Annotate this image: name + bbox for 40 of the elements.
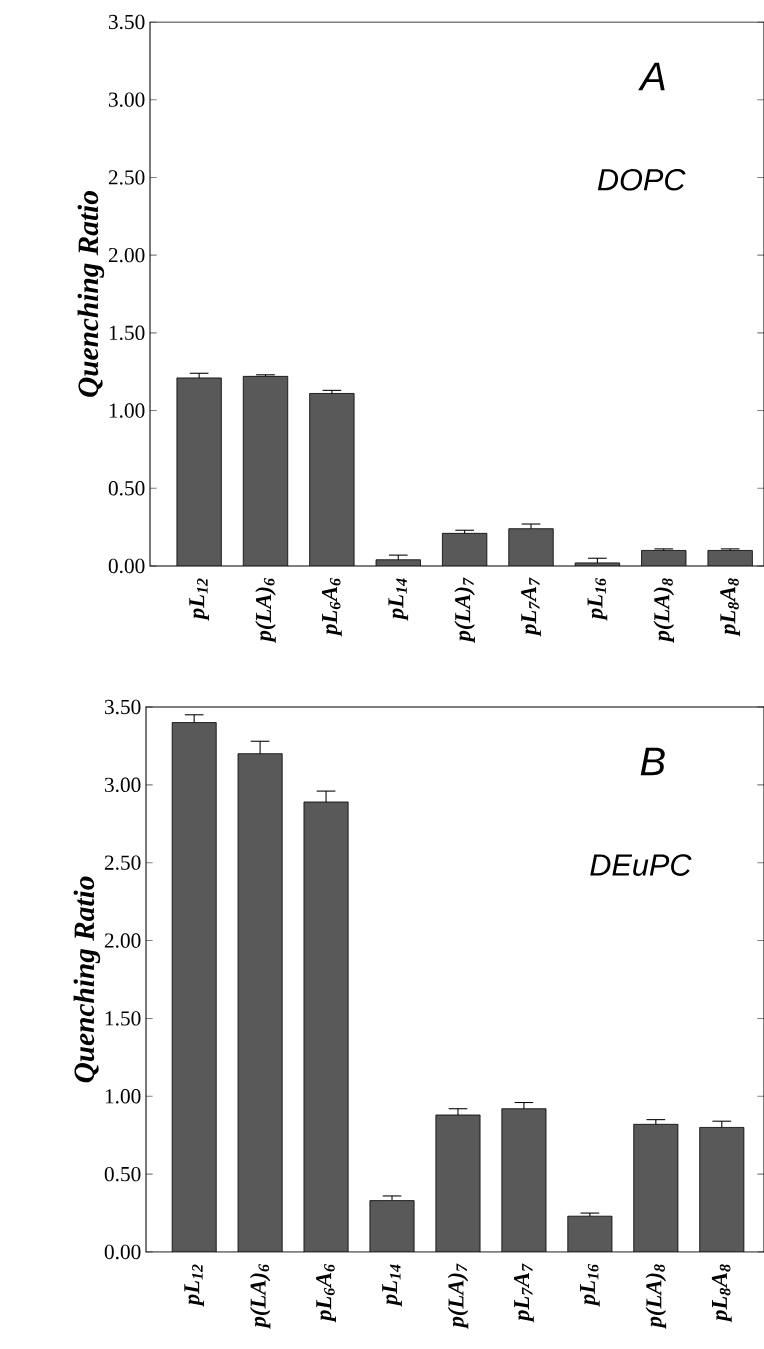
x-tick-label: pL$_{7}$A$_{7}$ xyxy=(521,577,541,637)
x-tick-label: pL$_{8}$A$_{8}$ xyxy=(720,578,741,637)
x-tick-label: p(LA)$_{7}$ xyxy=(454,577,475,643)
y-tick-label: 3.00 xyxy=(108,92,145,107)
y-tick-label: 1.50 xyxy=(109,325,145,341)
x-tick-label: p(LA)$_{8}$ xyxy=(653,578,675,643)
x-tick-label: p(LA)$_{8}$ xyxy=(645,1264,667,1329)
y-axis-title: Quenching Ratio xyxy=(73,876,101,1083)
x-tick-label: pL$_{8}$A$_{8}$ xyxy=(711,1264,732,1323)
annotation: DEuPC xyxy=(590,854,692,876)
x-tick-label: pL$_{14}$ xyxy=(382,1264,402,1307)
y-tick-label: 1.50 xyxy=(105,1011,141,1026)
x-tick-label: pL$_{12}$ xyxy=(189,578,209,621)
y-tick-label: 3.50 xyxy=(108,14,145,30)
x-tick-label: pL$_{16}$ xyxy=(580,1264,600,1307)
x-tick-label: p(LA)$_{6}$ xyxy=(249,1264,271,1329)
x-tick-label: pL$_{12}$ xyxy=(184,1264,204,1307)
x-tick-label: p(LA)$_{6}$ xyxy=(255,578,276,643)
y-tick-label: 0.50 xyxy=(108,481,145,496)
y-tick-label: 1.00 xyxy=(105,1089,141,1104)
y-tick-label: 0.50 xyxy=(104,1166,141,1182)
x-tick-label: pL$_{7}$A$_{7}$ xyxy=(514,1263,534,1323)
x-tick-label: p(LA)$_{7}$ xyxy=(447,1263,469,1329)
annotation: DOPC xyxy=(597,168,686,191)
x-tick-label: pL$_{14}$ xyxy=(388,578,409,621)
x-tick-label: pL$_{6}$A$_{6}$ xyxy=(316,1264,336,1323)
annotation: A xyxy=(638,62,665,91)
y-tick-label: 0.00 xyxy=(104,1244,141,1260)
y-tick-label: 3.00 xyxy=(104,777,141,793)
y-tick-label: 3.50 xyxy=(104,699,141,715)
y-tick-label: 2.00 xyxy=(104,933,141,948)
y-tick-label: 2.50 xyxy=(104,855,141,870)
y-tick-label: 2.00 xyxy=(108,247,145,263)
y-tick-label: 2.50 xyxy=(108,170,145,185)
y-axis-title: Quenching Ratio xyxy=(77,191,105,397)
annotation: B xyxy=(640,747,665,776)
x-tick-label: pL$_{6}$A$_{6}$ xyxy=(321,578,342,637)
y-tick-label: 1.00 xyxy=(109,403,145,418)
x-tick-label: pL$_{16}$ xyxy=(587,578,608,621)
y-tick-label: 0.00 xyxy=(108,558,145,574)
